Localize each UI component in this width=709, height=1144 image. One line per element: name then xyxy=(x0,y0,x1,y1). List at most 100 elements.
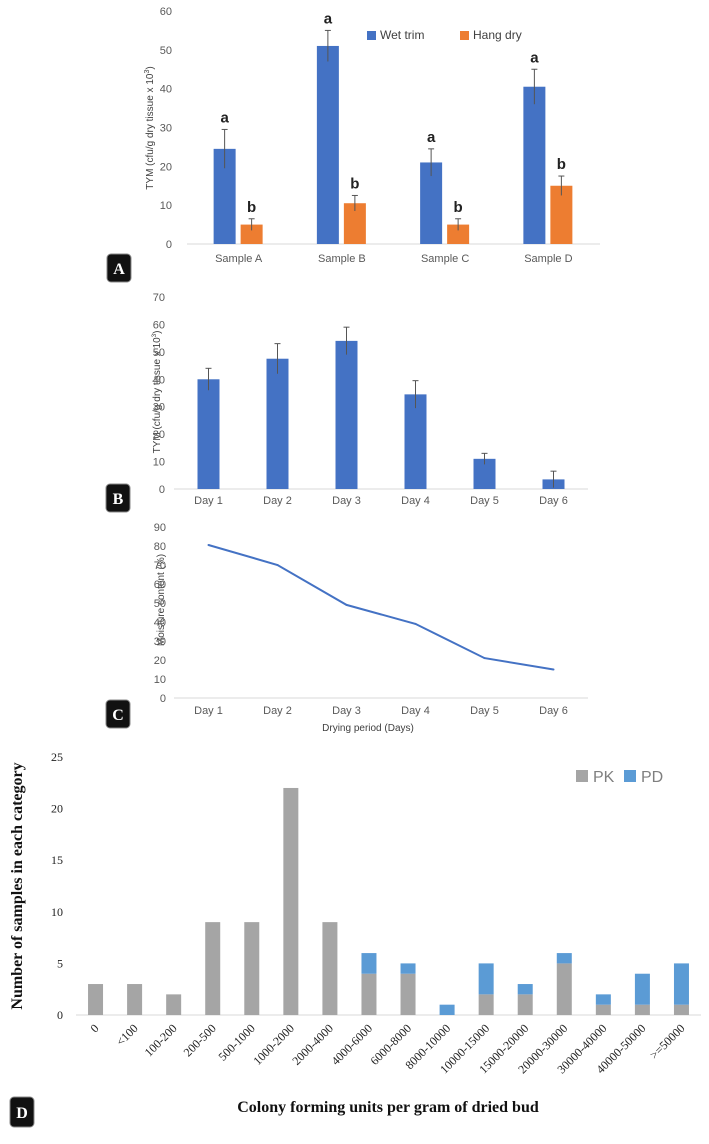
panel-c-point-day-2 xyxy=(276,564,279,566)
panel-c-ytick-60: 60 xyxy=(154,579,166,591)
panel-b-xtick-day-1: Day 1 xyxy=(194,495,223,507)
panel-a-ytick-0: 0 xyxy=(166,239,172,251)
panel-d-ytick-5: 5 xyxy=(57,956,63,970)
panel-a-xtick-sample-b: Sample B xyxy=(318,253,366,265)
panel-d-bar-pk-50000 xyxy=(673,1004,689,1015)
panel-d-bar-pd-6000-8000 xyxy=(400,963,416,974)
panel-badge-d: D xyxy=(9,1096,35,1128)
panel-d-bar-pk-100 xyxy=(127,984,143,1015)
panel-c-ytick-80: 80 xyxy=(154,541,166,553)
panel-d-ylabel: Number of samples in each category xyxy=(9,762,26,1009)
panel-b-ytick-50: 50 xyxy=(153,347,165,359)
panel-b-xtick-day-5: Day 5 xyxy=(470,495,499,507)
panel-a-ytick-40: 40 xyxy=(160,84,172,96)
panel-d-bar-pd-50000 xyxy=(673,963,689,1005)
panel-a-sig-letter-wet-trim-sample-b: a xyxy=(324,10,333,27)
panel-badge-b: B xyxy=(105,483,131,513)
panel-a-bar-hang-dry-sample-a xyxy=(240,224,263,244)
panel-b-bar-day-4 xyxy=(404,394,427,489)
panel-badge-d-label: D xyxy=(16,1105,28,1122)
panel-a-bar-wet-trim-sample-c xyxy=(420,162,443,244)
panel-a-xtick-sample-c: Sample C xyxy=(421,253,469,265)
panel-d-xtick-1000-2000: 1000-2000 xyxy=(250,1021,297,1068)
panel-c-ytick-30: 30 xyxy=(154,636,166,648)
panel-a-bar-hang-dry-sample-c xyxy=(447,224,470,244)
panel-d-legend: PK PD xyxy=(576,769,663,786)
panel-a-ytick-10: 10 xyxy=(160,200,172,212)
panel-d-bar-pk-6000-8000 xyxy=(400,973,416,1015)
panel-b-ylabel: TYM (cfu/g dry tissue x 103) xyxy=(152,331,163,454)
panel-c-xtick-day-2: Day 2 xyxy=(263,705,292,717)
panel-d-bar-pd-10000-15000 xyxy=(478,963,494,995)
panel-b-ytick-30: 30 xyxy=(153,402,165,414)
panel-d-xtick-2000-4000: 2000-4000 xyxy=(289,1021,336,1068)
panel-d-bar-pk-1000-2000 xyxy=(283,787,299,1015)
panel-c-xlabel: Drying period (Days) xyxy=(322,723,414,734)
panel-c-ytick-90: 90 xyxy=(154,522,166,534)
panel-c-xtick-day-4: Day 4 xyxy=(401,705,430,717)
panel-a-bar-wet-trim-sample-d xyxy=(523,86,546,244)
panel-b-ytick-0: 0 xyxy=(159,484,165,496)
panel-d-bar-pk-0 xyxy=(88,984,104,1015)
panel-d-bar-pk-4000-6000 xyxy=(361,973,377,1015)
panel-d-ytick-0: 0 xyxy=(57,1008,63,1022)
panel-a-bar-wet-trim-sample-b xyxy=(316,45,339,245)
panel-c-point-day-5 xyxy=(483,657,486,660)
panel-d-xtick-200-500: 200-500 xyxy=(181,1021,219,1059)
panel-a-sig-letter-wet-trim-sample-c: a xyxy=(427,129,436,146)
panel-d-bar-pk-100-200 xyxy=(166,994,182,1015)
panel-c-xtick-day-1: Day 1 xyxy=(194,705,223,717)
panel-b-xtick-day-2: Day 2 xyxy=(263,495,292,507)
panel-c-ylabel: Moisture content (%) xyxy=(156,554,167,646)
panel-d-ytick-15: 15 xyxy=(51,853,63,867)
panel-b-ytick-60: 60 xyxy=(153,319,165,331)
panel-a-legend: Wet trim Hang dry xyxy=(367,28,522,42)
panel-b-bar-day-1 xyxy=(197,379,220,489)
panel-a-sig-letter-hang-dry-sample-c: b xyxy=(454,199,463,216)
panel-d-xtick-100-200: 100-200 xyxy=(142,1021,180,1059)
panel-c-point-day-1 xyxy=(207,544,210,546)
panel-a-ytick-30: 30 xyxy=(160,123,172,135)
panel-a-sig-letter-hang-dry-sample-d: b xyxy=(557,156,566,173)
panel-a-sig-letter-hang-dry-sample-b: b xyxy=(350,175,359,192)
panel-d-bar-pk-40000-50000 xyxy=(634,1004,650,1015)
panel-a-bar-wet-trim-sample-a xyxy=(213,148,236,244)
panel-d-bar-pk-20000-30000 xyxy=(556,963,572,1015)
panel-c-xtick-day-5: Day 5 xyxy=(470,705,499,717)
panel-d-bar-pk-2000-4000 xyxy=(322,922,338,1015)
legend-swatch-wet-trim xyxy=(367,31,376,40)
panel-b-ytick-20: 20 xyxy=(153,429,165,441)
panel-c-point-day-4 xyxy=(414,622,417,625)
panel-c-point-day-6 xyxy=(552,668,555,671)
panel-d-bar-pk-10000-15000 xyxy=(478,994,494,1015)
panel-b-bar-day-5 xyxy=(473,458,496,489)
legend-label-hang-dry: Hang dry xyxy=(473,28,522,42)
panel-d-bar-pd-8000-10000 xyxy=(439,1004,455,1015)
legend-label-pk: PK xyxy=(593,769,615,786)
panel-a-bar-hang-dry-sample-b xyxy=(343,203,366,244)
panel-c-ytick-20: 20 xyxy=(154,655,166,667)
panel-b-xtick-day-4: Day 4 xyxy=(401,495,430,507)
panel-d-xtick-4000-6000: 4000-6000 xyxy=(328,1021,375,1068)
panel-badge-c: C xyxy=(105,699,131,729)
panel-b-xtick-day-6: Day 6 xyxy=(539,495,568,507)
panel-c-ytick-50: 50 xyxy=(154,598,166,610)
panel-d-xtick-0: 0 xyxy=(88,1021,102,1035)
panel-d-xtick-100: <100 xyxy=(113,1021,140,1048)
panel-badge-a: A xyxy=(106,253,132,283)
panel-c-xtick-day-6: Day 6 xyxy=(539,705,568,717)
panel-d-xtick-50000: >=50000 xyxy=(647,1021,688,1062)
panel-a-ytick-20: 20 xyxy=(160,161,172,173)
panel-badge-a-label: A xyxy=(113,261,125,278)
panel-a-sig-letter-wet-trim-sample-d: a xyxy=(530,49,539,66)
panel-d-ytick-10: 10 xyxy=(51,905,63,919)
legend-swatch-pk xyxy=(576,770,588,782)
panel-a-bar-hang-dry-sample-d xyxy=(550,185,573,244)
panel-d-bar-pd-20000-30000 xyxy=(556,953,572,964)
panel-c-ytick-40: 40 xyxy=(154,617,166,629)
panel-a-ylabel: TYM (cfu/g dry tissue x 103) xyxy=(144,66,156,189)
panel-d-bar-pk-500-1000 xyxy=(244,922,260,1015)
panel-c-ytick-0: 0 xyxy=(160,693,166,705)
panel-d-ytick-20: 20 xyxy=(51,802,63,816)
panel-b-bar-day-3 xyxy=(335,340,358,489)
